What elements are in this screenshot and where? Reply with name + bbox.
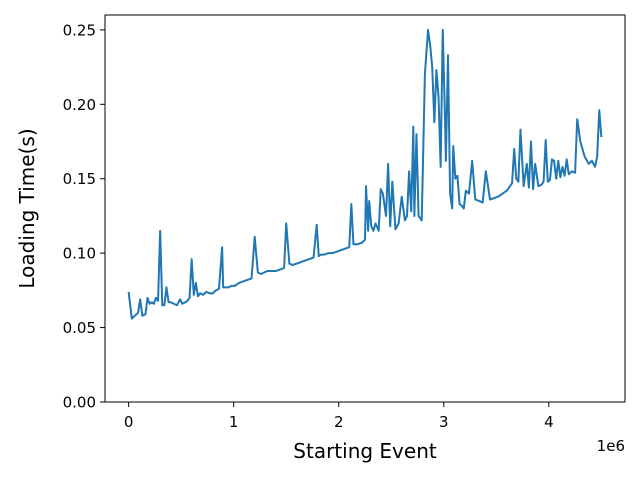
- y-tick-label: 0.20: [63, 96, 96, 114]
- y-tick-label: 0.10: [63, 245, 96, 263]
- y-tick-label: 0.05: [63, 319, 96, 337]
- axes-frame: [104, 14, 626, 403]
- x-tick-label: 4: [544, 413, 554, 431]
- y-axis-label: Loading Time(s): [15, 128, 39, 288]
- y-tick-label: 0.25: [63, 21, 96, 39]
- x-tick-label: 2: [334, 413, 344, 431]
- x-tick-label: 0: [124, 413, 134, 431]
- series-line: [127, 28, 603, 320]
- x-tick-label: 1: [229, 413, 239, 431]
- x-tick-label: 3: [439, 413, 449, 431]
- x-axis-label: Starting Event: [293, 439, 437, 463]
- y-axis-ticks: 0.00 0.05 0.10 0.15 0.20 0.25: [63, 21, 105, 412]
- x-axis-ticks: 0 1 2 3 4: [124, 402, 554, 431]
- y-tick-label: 0.00: [63, 394, 96, 412]
- y-tick-label: 0.15: [63, 170, 96, 188]
- x-axis-offset-label: 1e6: [597, 437, 625, 455]
